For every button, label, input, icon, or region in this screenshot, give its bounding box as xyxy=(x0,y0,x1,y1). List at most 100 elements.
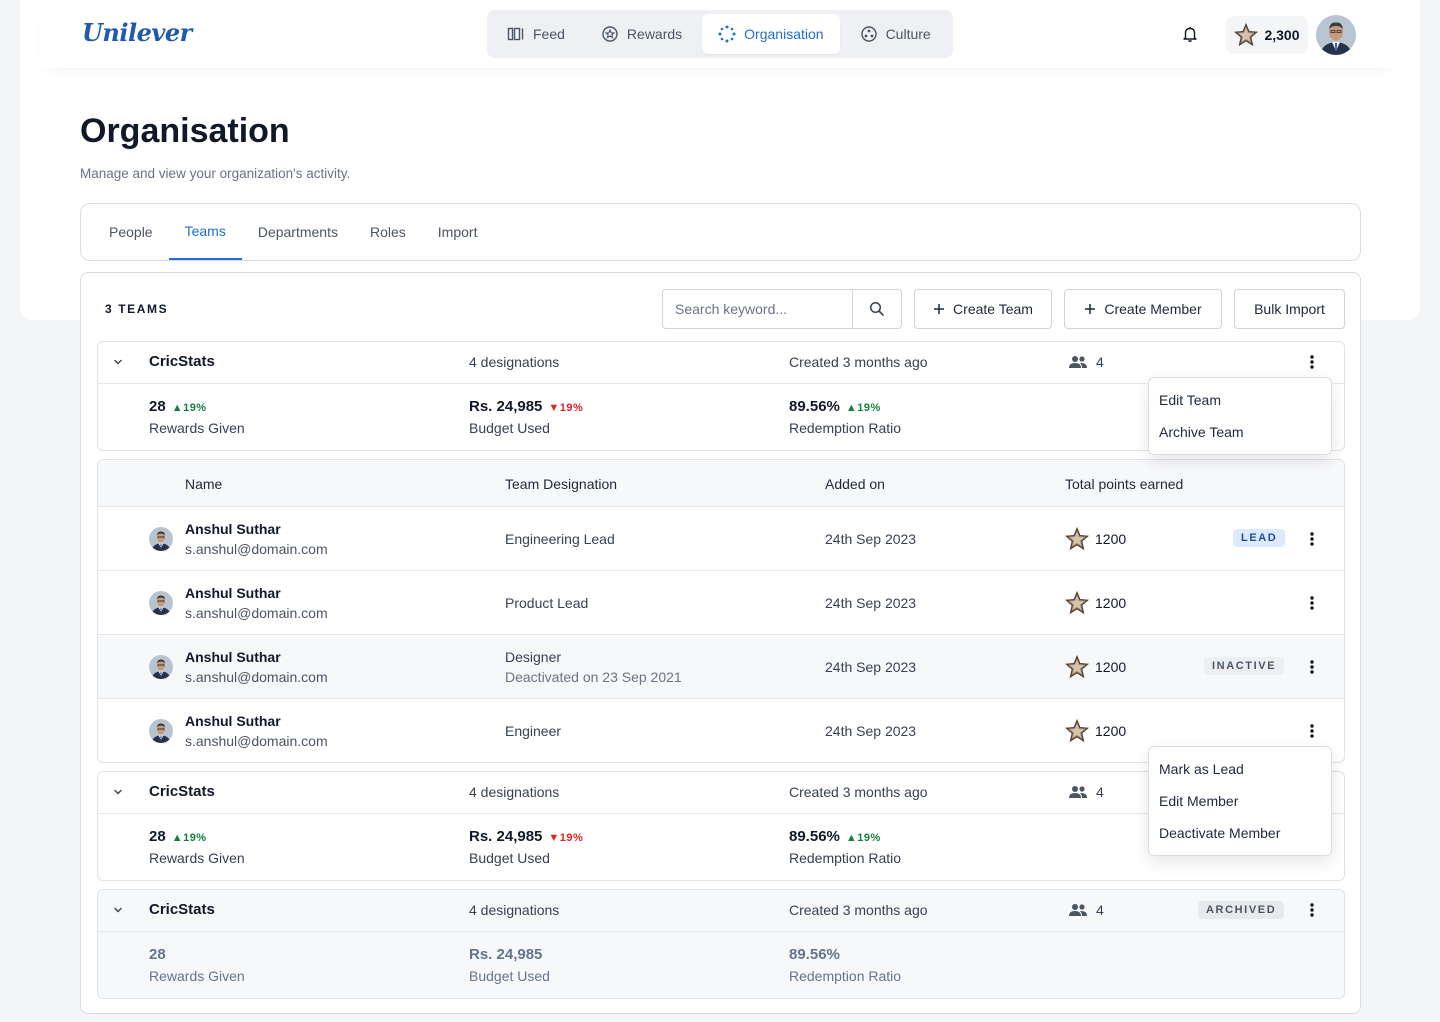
team-name: CricStats xyxy=(149,901,215,918)
team-designations: 4 designations xyxy=(469,902,560,918)
tab-teams[interactable]: Teams xyxy=(168,204,242,260)
menu-item-edit-member[interactable]: Edit Member xyxy=(1159,793,1239,809)
table-header: Name Team Designation Added on Total poi… xyxy=(98,460,1344,507)
member-name: Anshul Suthar xyxy=(185,713,281,729)
search-input[interactable] xyxy=(663,290,852,328)
nav-item-label: Organisation xyxy=(744,26,824,42)
member-points: 1200 xyxy=(1065,719,1126,743)
more-vertical-icon[interactable] xyxy=(1310,903,1314,917)
plus-icon xyxy=(1085,304,1096,314)
table-row[interactable]: Anshul Suthar s.anshul@domain.com Design… xyxy=(98,635,1344,699)
tab-departments[interactable]: Departments xyxy=(257,224,338,240)
star-icon xyxy=(1065,527,1089,551)
team-header[interactable]: CricStats 4 designations Created 3 month… xyxy=(98,890,1344,932)
team-header[interactable]: CricStats 4 designations Created 3 month… xyxy=(98,342,1344,384)
member-avatar xyxy=(149,527,173,551)
tab-people[interactable]: People xyxy=(109,224,153,240)
nav-item-feed[interactable]: Feed xyxy=(491,14,581,54)
star-icon xyxy=(1065,655,1089,679)
teams-panel: 3 TEAMS Create Team Create Member Bulk I… xyxy=(80,272,1361,1014)
more-vertical-icon[interactable] xyxy=(1310,532,1314,546)
nav-item-culture[interactable]: Culture xyxy=(844,14,947,54)
stat-label: Budget Used xyxy=(469,420,550,436)
stat-value: 89.56% xyxy=(789,398,840,415)
rewards-icon xyxy=(602,26,618,42)
more-vertical-icon[interactable] xyxy=(1310,596,1314,610)
member-avatar xyxy=(149,591,173,615)
member-actions-menu: Mark as Lead Edit Member Deactivate Memb… xyxy=(1148,746,1332,856)
feed-icon xyxy=(507,27,524,41)
member-points: 1200 xyxy=(1065,591,1126,615)
top-navigation-bar: Unilever Feed Rewards Organisation Cultu… xyxy=(40,0,1396,68)
member-added-on: 24th Sep 2023 xyxy=(825,659,917,675)
tab-import[interactable]: Import xyxy=(437,224,478,240)
search-button[interactable] xyxy=(852,290,901,328)
stat-label: Redemption Ratio xyxy=(789,968,902,984)
menu-item-deactivate-member[interactable]: Deactivate Member xyxy=(1159,825,1281,841)
member-points-value: 1200 xyxy=(1095,723,1127,739)
create-team-label: Create Team xyxy=(953,301,1033,317)
chevron-down-icon[interactable] xyxy=(112,356,124,368)
table-row[interactable]: Anshul Suthar s.anshul@domain.com Engine… xyxy=(98,507,1344,571)
unilever-logo[interactable]: Unilever xyxy=(82,18,192,47)
team-header[interactable]: CricStats 4 designations Created 3 month… xyxy=(98,772,1344,814)
table-row[interactable]: Anshul Suthar s.anshul@domain.com Produc… xyxy=(98,571,1344,635)
organisation-icon xyxy=(718,25,736,43)
member-name: Anshul Suthar xyxy=(185,521,281,537)
menu-item-edit-team[interactable]: Edit Team xyxy=(1159,392,1221,408)
tab-roles[interactable]: Roles xyxy=(369,224,406,240)
team-created: Created 3 months ago xyxy=(789,354,928,370)
stat-delta-up: ▲19% xyxy=(171,832,207,844)
section-tabs: People Teams Departments Roles Import xyxy=(80,203,1361,261)
people-icon xyxy=(1068,782,1088,802)
team-designations: 4 designations xyxy=(469,784,560,800)
nav-item-organisation[interactable]: Organisation xyxy=(702,14,840,54)
user-avatar[interactable] xyxy=(1316,15,1356,55)
lead-badge: LEAD xyxy=(1233,529,1286,547)
nav-item-rewards[interactable]: Rewards xyxy=(585,14,698,54)
search-icon xyxy=(869,301,884,316)
stat-rewards: 28 ▲19% Rewards Given xyxy=(149,828,245,866)
stat-value: 28 xyxy=(149,946,166,963)
column-header-designation: Team Designation xyxy=(505,476,618,492)
stat-value: 28 xyxy=(149,398,166,415)
table-row[interactable]: Anshul Suthar s.anshul@domain.com Engine… xyxy=(98,699,1344,762)
member-avatar xyxy=(149,655,173,679)
stat-rewards: 28 Rewards Given xyxy=(149,946,245,984)
stat-budget: Rs. 24,985 ▼19% Budget Used xyxy=(469,828,583,866)
column-header-points: Total points earned xyxy=(1065,476,1184,492)
chevron-down-icon[interactable] xyxy=(112,786,124,798)
team-member-count: 4 xyxy=(1096,354,1104,370)
member-email: s.anshul@domain.com xyxy=(185,541,328,557)
team-member-count: 4 xyxy=(1096,902,1104,918)
member-designation: Designer xyxy=(505,649,562,665)
stat-value: Rs. 24,985 xyxy=(469,828,543,845)
bell-icon[interactable] xyxy=(1181,25,1199,43)
chevron-down-icon[interactable] xyxy=(112,904,124,916)
team-members-table: Name Team Designation Added on Total poi… xyxy=(97,459,1345,763)
people-icon xyxy=(1068,900,1088,920)
points-balance[interactable]: 2,300 xyxy=(1226,16,1308,54)
member-points-value: 1200 xyxy=(1095,659,1127,675)
create-member-button[interactable]: Create Member xyxy=(1064,289,1222,329)
create-team-button[interactable]: Create Team xyxy=(914,289,1052,329)
more-vertical-icon[interactable] xyxy=(1310,355,1314,369)
stat-redemption: 89.56% ▲19% Redemption Ratio xyxy=(789,398,901,436)
stat-budget: Rs. 24,985 Budget Used xyxy=(469,946,550,984)
stat-delta-down: ▼19% xyxy=(548,832,584,844)
nav-item-label: Rewards xyxy=(626,26,683,42)
stat-delta-up: ▲19% xyxy=(845,402,881,414)
stat-delta-down: ▼19% xyxy=(548,402,584,414)
bulk-import-button[interactable]: Bulk Import xyxy=(1234,289,1345,329)
stat-label: Budget Used xyxy=(469,968,550,984)
stat-value: 28 xyxy=(149,828,166,845)
menu-item-mark-as-lead[interactable]: Mark as Lead xyxy=(1159,761,1244,777)
column-header-name: Name xyxy=(185,476,223,492)
more-vertical-icon[interactable] xyxy=(1310,724,1314,738)
culture-icon xyxy=(860,26,877,42)
menu-item-archive-team[interactable]: Archive Team xyxy=(1159,424,1244,440)
stat-value: Rs. 24,985 xyxy=(469,946,543,963)
stat-value: Rs. 24,985 xyxy=(469,398,543,415)
stat-label: Redemption Ratio xyxy=(789,850,902,866)
more-vertical-icon[interactable] xyxy=(1310,660,1314,674)
